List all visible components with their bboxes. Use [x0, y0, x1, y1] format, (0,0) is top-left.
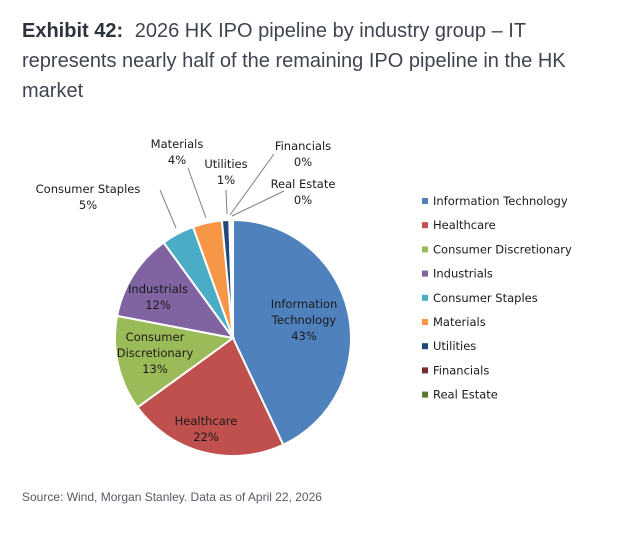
- legend-label-real-estate: Real Estate: [433, 388, 498, 402]
- pie-slice-real-estate: [230, 218, 234, 339]
- legend-swatch-materials: [422, 319, 428, 325]
- pie-slice-industrials: [115, 241, 236, 340]
- legend-label-information-technology: Information Technology: [433, 194, 568, 208]
- legend-swatch-consumer-discretionary: [422, 246, 428, 253]
- pie-slice-healthcare: [136, 336, 285, 457]
- legend-swatch-utilities: [422, 343, 428, 350]
- legend-label-industrials: Industrials: [433, 267, 493, 281]
- legend-swatch-information-technology: [422, 198, 428, 204]
- legend-swatch-healthcare: [422, 222, 428, 229]
- slice-label-materials: Materials 4%: [151, 137, 204, 167]
- source-note: Source: Wind, Morgan Stanley. Data as of…: [22, 490, 322, 504]
- slice-label-industrials: Industrials 12%: [128, 282, 188, 312]
- slice-label-financials: Financials 0%: [275, 139, 331, 169]
- leader-line-materials: [187, 167, 207, 219]
- leader-line-financials: [229, 153, 275, 216]
- leader-line-real-estate: [231, 190, 285, 217]
- legend-label-materials: Materials: [433, 315, 486, 329]
- slice-label-information-technology: Information Technology 43%: [271, 297, 338, 343]
- slice-label-real-estate: Real Estate 0%: [271, 177, 336, 207]
- slice-label-consumer-discretionary: Consumer Discretionary 13%: [117, 330, 194, 376]
- legend-label-healthcare: Healthcare: [433, 218, 496, 232]
- legend-label-consumer-discretionary: Consumer Discretionary: [433, 242, 572, 256]
- legend-swatch-financials: [422, 367, 428, 374]
- leader-line-utilities: [225, 189, 228, 215]
- pie-slice-information-technology: [232, 218, 352, 447]
- legend-label-financials: Financials: [433, 363, 489, 377]
- leader-line-consumer-staples: [159, 189, 177, 229]
- slice-label-consumer-staples: Consumer Staples 5%: [36, 182, 141, 212]
- legend-swatch-industrials: [422, 270, 428, 277]
- slice-label-healthcare: Healthcare 22%: [175, 414, 238, 444]
- exhibit-title: Exhibit 42: 2026 HK IPO pipeline by indu…: [22, 16, 602, 106]
- legend-label-consumer-staples: Consumer Staples: [433, 291, 538, 305]
- exhibit-title-text: 2026 HK IPO pipeline by industry group –…: [22, 20, 566, 102]
- exhibit-label: Exhibit 42:: [22, 20, 124, 42]
- legend-swatch-real-estate: [422, 391, 428, 398]
- pie-slice-consumer-discretionary: [114, 314, 236, 409]
- slice-label-utilities: Utilities 1%: [204, 157, 247, 187]
- legend-swatch-consumer-staples: [422, 294, 428, 301]
- legend-label-utilities: Utilities: [433, 339, 476, 353]
